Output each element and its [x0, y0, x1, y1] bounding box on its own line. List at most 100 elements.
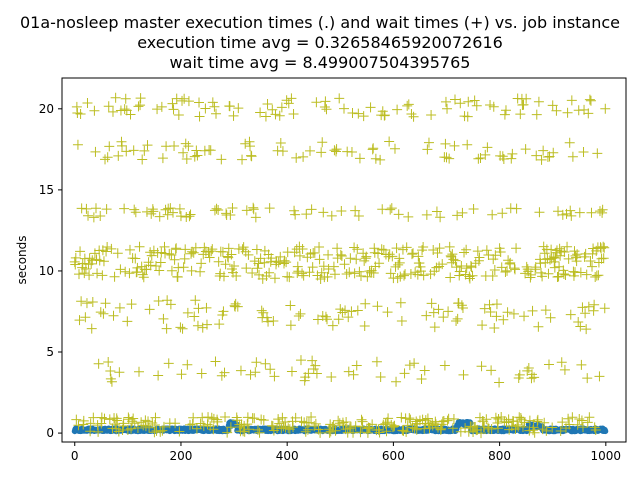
wait-time-point — [207, 97, 218, 108]
wait-time-point — [565, 309, 576, 320]
wait-time-point — [568, 266, 579, 277]
wait-time-point — [583, 108, 594, 119]
wait-time-point — [307, 355, 318, 366]
wait-time-point — [167, 207, 178, 218]
wait-time-point — [124, 268, 135, 279]
wait-time-point — [108, 310, 119, 321]
wait-time-point — [183, 141, 194, 152]
wait-time-point — [408, 248, 419, 259]
wait-time-point — [134, 366, 145, 377]
wait-time-point — [106, 376, 117, 387]
wait-time-point — [138, 420, 149, 431]
wait-time-point — [183, 96, 194, 107]
wait-time-point — [467, 270, 478, 281]
wait-time-point — [515, 109, 526, 120]
wait-time-point — [207, 244, 218, 255]
wait-time-point — [465, 260, 476, 271]
wait-time-point — [106, 243, 117, 254]
wait-time-point — [102, 241, 113, 252]
wait-time-point — [558, 268, 569, 279]
wait-time-point — [589, 422, 600, 433]
wait-time-point — [511, 243, 522, 254]
wait-time-point — [534, 254, 545, 265]
wait-time-point — [352, 244, 363, 255]
wait-time-point — [545, 312, 556, 323]
wait-time-point — [296, 416, 307, 427]
wait-time-point — [464, 273, 475, 284]
wait-time-point — [292, 261, 303, 272]
wait-time-point — [344, 267, 355, 278]
wait-time-point — [210, 356, 221, 367]
wait-time-point — [149, 420, 160, 431]
wait-time-point — [463, 96, 474, 107]
wait-time-point — [474, 252, 485, 263]
wait-time-point — [255, 107, 266, 118]
y-axis: 0 5 10 15 20 — [39, 102, 62, 440]
wait-time-point — [180, 138, 191, 149]
wait-time-point — [232, 415, 243, 426]
wait-time-point — [373, 424, 384, 435]
wait-time-point — [125, 109, 136, 120]
wait-time-point — [369, 243, 380, 254]
wait-time-point — [104, 414, 115, 425]
wait-time-point — [76, 296, 87, 307]
wait-time-point — [401, 242, 412, 253]
wait-time-point — [436, 423, 447, 434]
wait-time-point — [104, 141, 115, 152]
wait-time-point — [403, 211, 414, 222]
wait-time-point — [245, 369, 256, 380]
wait-time-point — [194, 97, 205, 108]
wait-time-point — [192, 320, 203, 331]
wait-time-point — [306, 204, 317, 215]
wait-time-point — [226, 249, 237, 260]
wait-time-point — [220, 259, 231, 270]
wait-time-point — [169, 140, 180, 151]
wait-time-point — [519, 417, 530, 428]
wait-time-point — [248, 202, 259, 213]
wait-time-point — [153, 295, 164, 306]
wait-time-point — [73, 420, 84, 431]
wait-time-point — [75, 109, 86, 120]
wait-time-point — [162, 209, 173, 220]
wait-time-point — [165, 299, 176, 310]
wait-time-point — [442, 415, 453, 426]
wait-time-point — [102, 152, 113, 163]
wait-time-point — [365, 102, 376, 113]
wait-time-point — [294, 250, 305, 261]
wait-time-point — [305, 248, 316, 259]
wait-time-point — [189, 151, 200, 162]
wait-time-point — [431, 262, 442, 273]
wait-time-point — [393, 209, 404, 220]
wait-time-point — [266, 253, 277, 264]
y-tick-label: 10 — [39, 264, 54, 278]
wait-time-point — [444, 153, 455, 164]
wait-time-point — [201, 302, 212, 313]
wait-time-point — [580, 308, 591, 319]
chart-title-line-1: 01a-nosleep master execution times (.) a… — [20, 13, 620, 32]
wait-time-point — [93, 426, 104, 437]
wait-time-point — [368, 268, 379, 279]
wait-time-point — [592, 148, 603, 159]
wait-time-point — [449, 140, 460, 151]
wait-time-point — [201, 319, 212, 330]
wait-time-point — [322, 314, 333, 325]
wait-time-point — [114, 302, 125, 313]
wait-time-point — [532, 414, 543, 425]
wait-time-point — [359, 321, 370, 332]
wait-time-point — [141, 264, 152, 275]
wait-time-point — [187, 418, 198, 429]
wait-time-point — [548, 251, 559, 262]
wait-time-point — [489, 322, 500, 333]
wait-time-point — [557, 417, 568, 428]
wait-time-point — [553, 271, 564, 282]
wait-time-point — [452, 313, 463, 324]
wait-time-point — [434, 243, 445, 254]
wait-time-point — [376, 244, 387, 255]
wait-time-point — [408, 111, 419, 122]
wait-time-point — [71, 414, 82, 425]
wait-time-point — [357, 421, 368, 432]
wait-time-point — [112, 415, 123, 426]
wait-time-point — [89, 105, 100, 116]
wait-time-point — [582, 417, 593, 428]
